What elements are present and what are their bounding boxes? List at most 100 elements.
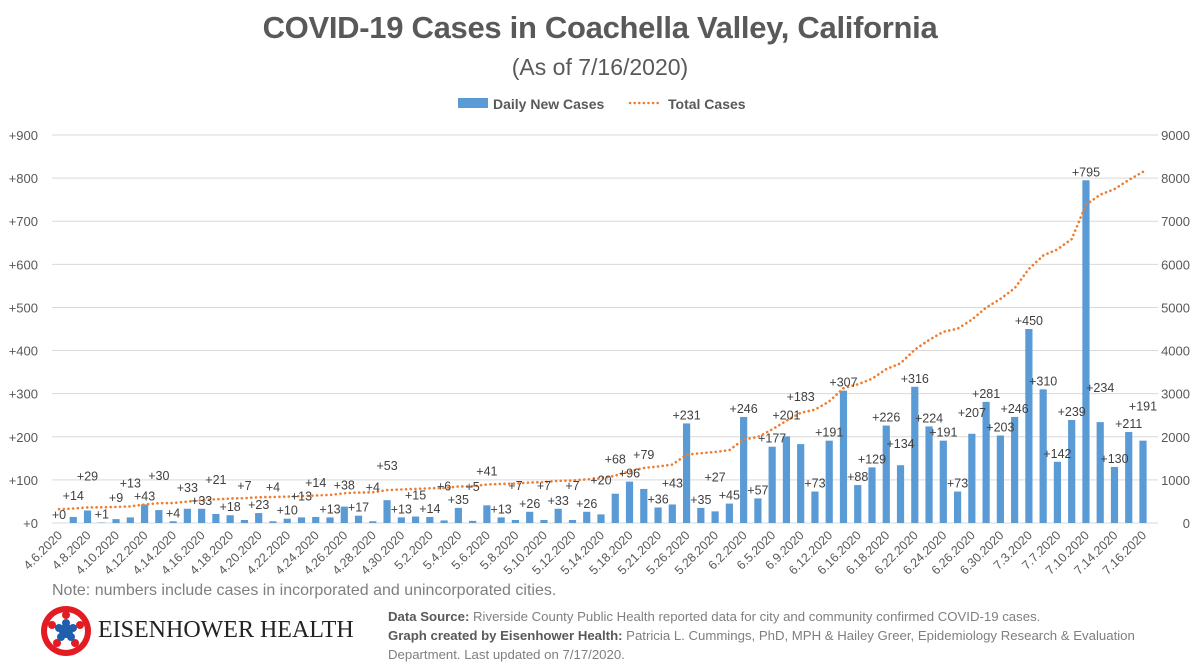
data-source: Data Source: Riverside County Public Hea… [388,607,1188,626]
bar-daily-new-cases [583,511,591,523]
bar-data-label: +38 [334,479,355,493]
bar-data-label: +281 [972,387,1000,401]
bar-daily-new-cases [854,485,862,523]
bar-daily-new-cases [383,500,391,523]
bar-daily-new-cases [925,426,933,523]
bar-data-label: +13 [120,476,141,490]
bar-daily-new-cases [625,481,634,523]
y-left-tick-label: +600 [9,257,38,272]
legend-label-daily: Daily New Cases [493,96,604,112]
bar-daily-new-cases [283,518,291,523]
data-source-text: Riverside County Public Health reported … [469,609,1041,624]
bar-data-label: +7 [237,479,251,493]
bar-data-label: +15 [405,489,426,503]
y-left-tick-label: +500 [9,300,38,315]
bar-daily-new-cases [825,440,833,523]
bar-data-label: +35 [448,493,469,507]
bar-daily-new-cases [483,505,491,523]
bar-data-label: +203 [986,421,1014,435]
bar-daily-new-cases [469,520,477,523]
bar-daily-new-cases [126,517,134,523]
footnote: Note: numbers include cases in incorpora… [52,582,557,599]
y-left-tick-label: +200 [9,430,38,445]
bar-data-label: +14 [305,476,326,490]
bar-data-label: +129 [858,452,886,466]
bar-data-label: +7 [537,479,551,493]
bar-data-label: +20 [590,473,611,487]
y-right-tick-label: 5000 [1161,300,1190,315]
bar-daily-new-cases [868,467,876,523]
graph-credit-text: Patricia L. Cummings, PhD, MPH & Hailey … [388,628,1135,662]
y-right-tick-label: 7000 [1161,214,1190,229]
bar-data-label: +79 [633,448,654,462]
bar-daily-new-cases [939,440,947,523]
y-left-tick-label: +400 [9,344,38,359]
y-right-tick-label: 8000 [1161,171,1190,186]
eisenhower-logo-icon [41,606,91,656]
bar-data-label: +224 [915,411,943,425]
bar-daily-new-cases [597,514,605,523]
bar-daily-new-cases [882,425,890,523]
bar-data-label: +211 [1115,417,1142,431]
bar-daily-new-cases [697,507,705,523]
bar-data-label: +23 [248,498,269,512]
bar-data-label: +13 [391,502,412,516]
bar-data-label: +14 [419,502,440,516]
bar-daily-new-cases [69,516,77,523]
bar-data-label: +0 [52,508,66,522]
y-left-tick-label: +0 [23,516,38,531]
bar-data-label: +73 [804,477,825,491]
bar-daily-new-cases [354,515,363,523]
bar-data-label: +33 [191,494,212,508]
bar-data-label: +57 [747,483,768,497]
bar-daily-new-cases [411,516,420,523]
bar-data-label: +246 [1001,402,1029,416]
bar-daily-new-cases [668,504,676,523]
bar-daily-new-cases [740,416,748,523]
bar-daily-new-cases [454,507,462,523]
y-right-tick-label: 6000 [1161,257,1190,272]
bar-data-label: +26 [576,497,597,511]
bar-daily-new-cases [725,503,733,523]
bar-data-label: +246 [730,402,758,416]
bar-daily-new-cases [640,488,648,523]
bar-data-label: +201 [772,408,800,422]
bar-daily-new-cases [269,521,277,523]
bar-daily-new-cases [1039,389,1047,523]
bar-data-label: +191 [1129,400,1157,414]
bar-daily-new-cases [968,433,976,523]
bar-daily-new-cases [1068,419,1076,523]
bar-data-label: +68 [605,453,626,467]
bar-daily-new-cases [554,508,562,523]
bar-data-label: +234 [1086,381,1114,395]
bar-data-label: +18 [220,500,241,514]
bar-daily-new-cases [255,513,263,523]
legend-swatch-daily [458,98,488,108]
bar-daily-new-cases [654,507,662,523]
bar-data-label: +13 [291,489,312,503]
bar-daily-new-cases [611,493,619,523]
bar-data-label: +9 [109,491,123,505]
bar-daily-new-cases [312,516,320,523]
credits: Data Source: Riverside County Public Hea… [388,607,1188,664]
bar-daily-new-cases [169,521,177,523]
y-right-tick-label: 4000 [1161,344,1190,359]
bar-data-label: +17 [348,501,369,515]
bar-data-label: +1 [95,508,109,522]
bar-daily-new-cases [212,513,220,523]
y-left-tick-label: +300 [9,387,38,402]
bar-daily-new-cases [1139,440,1147,523]
bar-data-label: +130 [1100,452,1128,466]
bar-data-label: +53 [376,459,397,473]
bar-daily-new-cases [754,498,762,523]
bar-data-label: +21 [205,473,226,487]
bar-daily-new-cases [497,517,505,523]
bar-daily-new-cases [526,511,534,523]
bar-daily-new-cases [1025,329,1033,523]
bar-data-label: +7 [508,479,522,493]
bar-daily-new-cases [183,508,191,523]
bar-data-label: +4 [166,506,180,520]
bar-daily-new-cases [112,519,120,523]
bar-daily-new-cases [140,504,149,523]
bar-daily-new-cases [682,423,691,523]
